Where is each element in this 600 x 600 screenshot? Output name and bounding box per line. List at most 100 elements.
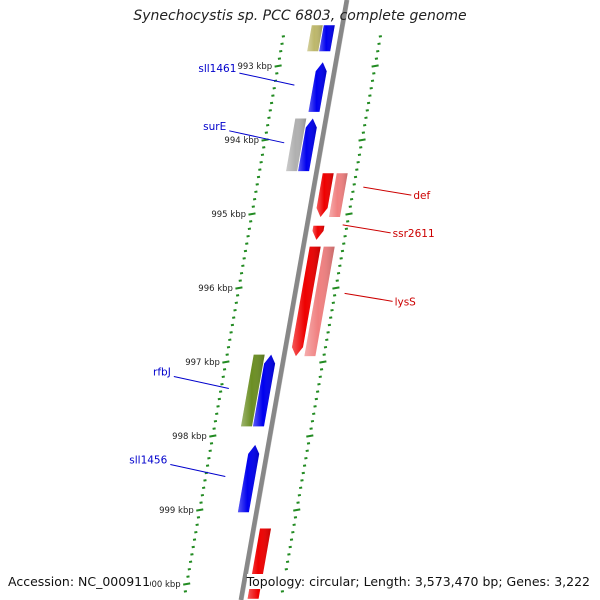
scale-tick-minor <box>335 279 339 282</box>
scale-tick-minor <box>207 456 211 460</box>
scale-tick-minor <box>309 427 313 430</box>
scale-tick-minor <box>242 257 246 260</box>
gene-leader-line <box>173 376 229 389</box>
scale-tick-minor <box>331 301 335 305</box>
scale-tick-minor <box>302 464 307 467</box>
scale-tick-minor <box>339 257 343 260</box>
scale-tick-minor <box>357 153 362 157</box>
scale-tick-minor <box>330 308 334 312</box>
scale-tick-minor <box>327 323 332 327</box>
scale-tick-minor <box>186 575 190 578</box>
scale-tick-minor <box>217 397 222 401</box>
scale-tick-minor <box>342 242 346 245</box>
scale-tick-minor <box>305 449 309 453</box>
scale-tick-minor <box>377 42 381 46</box>
scale-tick-minor <box>362 123 367 127</box>
scale-tick-minor <box>191 545 195 549</box>
scale-tick-minor <box>195 523 199 527</box>
label-layer: 993 kbp 994 kbp 995 kbp 996 kbp 997 kbp 998 k… <box>129 62 434 590</box>
scale-tick-major <box>306 434 314 438</box>
scale-tick-minor <box>359 146 363 149</box>
scale-tick-minor <box>192 538 197 541</box>
map-title: Synechocystis sp. PCC 6803, complete gen… <box>133 8 467 24</box>
scale-tick-major <box>332 286 340 290</box>
scale-tick-major <box>235 286 243 290</box>
scale-tick-minor <box>356 160 360 164</box>
scale-label: 993 kbp <box>237 62 272 72</box>
scale-tick-minor <box>293 516 298 519</box>
scale-tick-minor <box>226 345 231 349</box>
scale-tick-minor <box>312 412 316 416</box>
scale-tick-minor <box>348 205 352 208</box>
scale-tick-minor <box>372 72 376 75</box>
scale-tick-minor <box>260 153 265 157</box>
scale-tick-minor <box>366 101 371 105</box>
scale-tick-minor <box>306 442 311 445</box>
scale-label: 1000 kbp <box>141 580 181 590</box>
gene-feature-shading <box>241 354 265 427</box>
scale-tick-minor <box>344 227 349 231</box>
scale-tick-minor <box>209 442 214 445</box>
gene-label[interactable]: rfbJ <box>153 366 171 378</box>
gene-feature-shading <box>286 118 307 172</box>
scale-tick-minor <box>369 86 373 90</box>
gene-layer <box>237 25 348 599</box>
scale-tick-minor <box>259 160 263 164</box>
scale-tick-minor <box>249 220 253 223</box>
gene-label[interactable]: ssr2611 <box>393 228 435 240</box>
scale-tick-minor <box>262 146 266 149</box>
scale-tick-minor <box>218 390 223 393</box>
scale-tick-minor <box>291 530 295 534</box>
scale-tick-minor <box>267 116 271 120</box>
scale-tick-minor <box>279 49 283 53</box>
scale-tick-minor <box>243 249 248 253</box>
gene-feature-shading <box>304 246 335 357</box>
gene-label[interactable]: sll1461 <box>198 63 236 75</box>
scale-tick-minor <box>281 35 286 38</box>
gene-feature-shading <box>307 25 323 52</box>
scale-tick-minor <box>326 331 330 334</box>
scale-tick-minor <box>301 471 305 475</box>
scale-tick-minor <box>205 464 210 467</box>
scale-tick-minor <box>212 427 216 430</box>
scale-tick-major <box>371 64 379 68</box>
gene-label[interactable]: surE <box>203 121 226 133</box>
scale-tick-minor <box>203 479 207 482</box>
scale-tick-minor <box>201 486 206 490</box>
scale-tick-minor <box>234 301 238 305</box>
scale-tick-minor <box>368 94 372 97</box>
gene-feature-shading <box>312 225 325 240</box>
scale-tick-minor <box>269 101 274 105</box>
gene-leader-line <box>239 72 295 86</box>
scale-tick-minor <box>314 397 319 401</box>
scale-tick-minor <box>352 183 356 186</box>
backbone <box>238 0 349 600</box>
scale-tick-minor <box>319 368 324 371</box>
scale-label: 995 kbp <box>211 210 246 220</box>
gene-leader-line <box>170 464 226 478</box>
scale-tick-minor <box>216 405 220 408</box>
gene-label[interactable]: lysS <box>395 296 417 308</box>
scale-tick-minor <box>296 501 300 504</box>
scale-tick-minor <box>346 220 350 223</box>
scale-tick-minor <box>246 234 250 238</box>
gene-feature-shading <box>319 25 335 52</box>
scale-tick-minor <box>304 456 308 460</box>
scale-tick-minor <box>199 501 203 504</box>
scale-tick-minor <box>349 197 354 201</box>
scale-tick-minor <box>183 590 188 593</box>
scale-tick-minor <box>336 271 341 275</box>
scale-tick-minor <box>221 375 225 379</box>
scale-tick-minor <box>245 242 249 245</box>
gene-leader-line <box>342 224 391 234</box>
scale-tick-minor <box>332 294 337 297</box>
gene-label[interactable]: sll1456 <box>129 455 167 467</box>
gene-label[interactable]: def <box>413 190 430 202</box>
scale-tick-minor <box>187 567 191 571</box>
scale-tick-minor <box>351 190 355 194</box>
scale-tick-minor <box>222 368 227 371</box>
accession-text: Accession: NC_000911 <box>8 574 151 589</box>
scale-tick-minor <box>196 516 201 519</box>
scale-label: 997 kbp <box>185 358 220 368</box>
